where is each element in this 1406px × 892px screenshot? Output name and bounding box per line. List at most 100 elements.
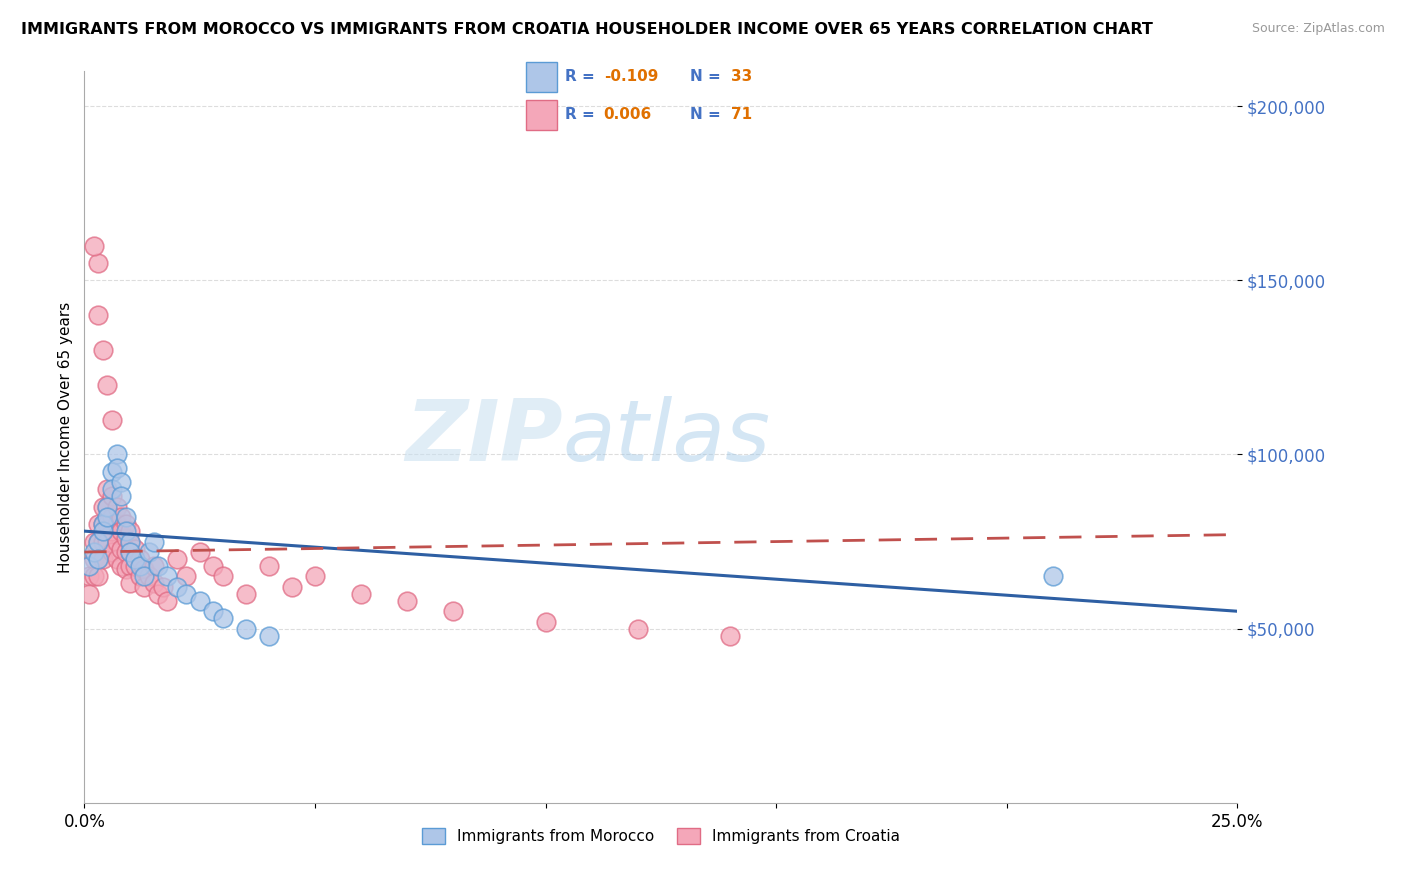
Point (91, 517, 114, 532)
Point (156, 569, 179, 583)
Point (124, 558, 146, 573)
Point (101, 510, 124, 524)
Point (91, 517, 114, 532)
Text: Source: ZipAtlas.com: Source: ZipAtlas.com (1251, 22, 1385, 36)
Point (128, 569, 150, 583)
Point (115, 562, 138, 576)
Text: R =: R = (565, 107, 595, 122)
Text: R =: R = (565, 70, 595, 85)
Point (115, 531, 138, 545)
Point (110, 524, 132, 538)
Point (96, 500, 118, 514)
Point (202, 558, 225, 573)
Legend: Immigrants from Morocco, Immigrants from Croatia: Immigrants from Morocco, Immigrants from… (416, 822, 905, 850)
Point (138, 569, 160, 583)
Point (350, 587, 373, 601)
Point (166, 580, 188, 594)
Point (128, 552, 150, 566)
Point (105, 500, 128, 514)
Point (396, 594, 419, 608)
Point (110, 510, 132, 524)
Text: 33: 33 (731, 70, 752, 85)
Point (101, 465, 124, 479)
Point (110, 558, 132, 573)
Point (87, 552, 110, 566)
Point (134, 569, 156, 583)
Point (105, 517, 128, 532)
Point (105, 552, 128, 566)
Point (96, 517, 118, 532)
Point (257, 629, 280, 643)
Text: ZIP: ZIP (405, 395, 562, 479)
Point (174, 587, 197, 601)
Point (115, 545, 138, 559)
Point (257, 558, 280, 573)
Point (134, 562, 156, 576)
Point (115, 517, 138, 532)
Point (304, 569, 326, 583)
Point (235, 587, 257, 601)
Bar (526, 62, 557, 92)
Point (96, 483, 118, 497)
Text: N =: N = (690, 107, 721, 122)
Point (101, 483, 124, 497)
Point (87, 308, 110, 322)
Point (138, 545, 160, 559)
Point (146, 587, 169, 601)
Point (188, 594, 211, 608)
Point (134, 580, 156, 594)
Point (83, 552, 105, 566)
Point (120, 558, 142, 573)
Point (110, 541, 132, 556)
Point (87, 517, 110, 532)
Point (96, 534, 118, 549)
Point (105, 448, 128, 462)
Point (128, 558, 150, 573)
Point (120, 534, 142, 549)
Text: IMMIGRANTS FROM MOROCCO VS IMMIGRANTS FROM CROATIA HOUSEHOLDER INCOME OVER 65 YE: IMMIGRANTS FROM MOROCCO VS IMMIGRANTS FR… (21, 22, 1153, 37)
Point (91, 500, 114, 514)
Bar (526, 100, 557, 130)
Point (202, 604, 225, 618)
Point (120, 524, 142, 538)
Text: N =: N = (690, 70, 721, 85)
Point (120, 545, 142, 559)
Point (87, 534, 110, 549)
Point (91, 524, 114, 538)
Point (110, 475, 132, 490)
Point (110, 489, 132, 503)
Point (77, 558, 100, 573)
Point (115, 524, 138, 538)
Text: -0.109: -0.109 (603, 70, 658, 85)
Point (83, 238, 105, 252)
Point (91, 534, 114, 549)
Y-axis label: Householder Income Over 65 years: Householder Income Over 65 years (58, 301, 73, 573)
Point (115, 510, 138, 524)
Point (120, 545, 142, 559)
Point (83, 545, 105, 559)
Point (166, 552, 188, 566)
Point (105, 461, 128, 475)
Text: 0.006: 0.006 (603, 107, 652, 122)
Point (142, 534, 165, 549)
Point (87, 569, 110, 583)
Point (120, 534, 142, 549)
Point (101, 489, 124, 503)
Point (152, 580, 174, 594)
Point (627, 622, 650, 636)
Point (142, 576, 165, 591)
Point (718, 629, 741, 643)
Point (91, 343, 114, 357)
Point (120, 576, 142, 591)
Point (281, 580, 304, 594)
Point (96, 377, 118, 392)
Point (91, 552, 114, 566)
Point (1042, 569, 1064, 583)
Point (77, 569, 100, 583)
Point (101, 524, 124, 538)
Point (101, 412, 124, 426)
Point (142, 558, 165, 573)
Text: 71: 71 (731, 107, 752, 122)
Point (83, 569, 105, 583)
Point (101, 545, 124, 559)
